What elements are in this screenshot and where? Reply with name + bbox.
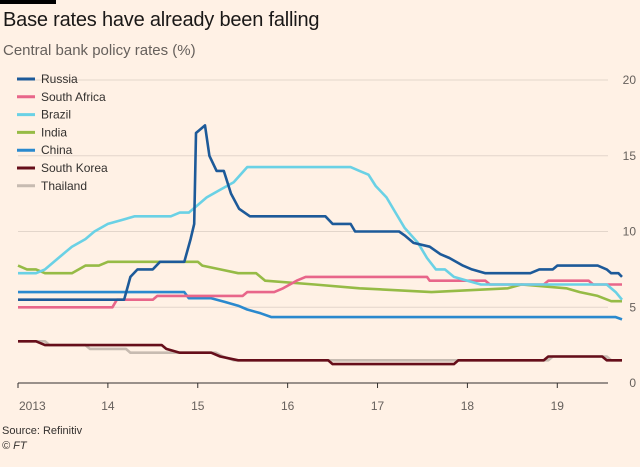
- x-axis: 2013 14 15 16 17 18 19: [17, 383, 565, 413]
- legend-label-south-korea: South Korea: [41, 161, 108, 175]
- series-lines: [17, 124, 624, 366]
- x-tick-label-2013: 2013: [19, 399, 46, 413]
- series-line-china: [18, 290, 623, 321]
- y-tick-label-10: 10: [623, 225, 637, 239]
- legend-label-china: China: [41, 143, 73, 157]
- y-tick-label-20: 20: [623, 73, 637, 87]
- source-note: Source: Refinitiv: [2, 425, 83, 437]
- series-line-south-korea: [18, 340, 622, 366]
- x-tick-label-2014: 14: [101, 399, 115, 413]
- x-tick-label-2019: 19: [551, 399, 565, 413]
- chart-subtitle: Central bank policy rates (%): [3, 42, 196, 59]
- x-tick-label-2015: 15: [191, 399, 205, 413]
- x-tick-label-2018: 18: [461, 399, 475, 413]
- legend-label-south-africa: South Africa: [41, 90, 106, 104]
- legend-label-india: India: [41, 125, 67, 139]
- copyright-note: © FT: [2, 440, 27, 452]
- series-line-india: [17, 260, 622, 303]
- y-tick-label-5: 5: [629, 300, 636, 314]
- series-line-russia: [18, 124, 623, 301]
- chart-title: Base rates have already been falling: [3, 9, 320, 31]
- legend: Russia South Africa Brazil India China South …: [17, 72, 108, 193]
- legend-label-russia: Russia: [41, 72, 78, 86]
- legend-label-thailand: Thailand: [41, 179, 87, 193]
- gridlines: [18, 79, 608, 384]
- ft-top-bar: [0, 0, 56, 4]
- series-line-brazil: [18, 165, 624, 301]
- y-tick-label-15: 15: [623, 149, 637, 163]
- y-axis: 0 5 10 15 20: [623, 73, 637, 390]
- x-tick-label-2017: 17: [371, 399, 385, 413]
- x-tick-label-2016: 16: [281, 399, 295, 413]
- legend-label-brazil: Brazil: [41, 108, 71, 122]
- y-tick-label-0: 0: [629, 376, 636, 390]
